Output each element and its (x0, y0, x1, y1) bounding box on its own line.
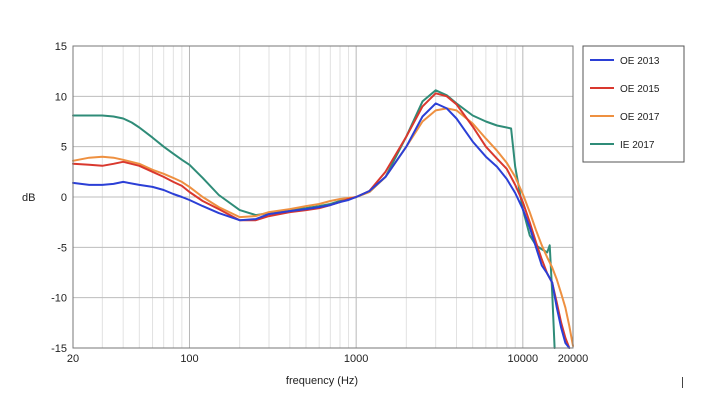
series-lines (72, 89, 574, 349)
x-tick-labels: 20 100 1000 10000 20000 (67, 353, 588, 365)
legend: OE 2013 OE 2015 OE 2017 IE 2017 (582, 45, 685, 163)
legend-box (582, 45, 685, 163)
y-tick-label: -5 (57, 242, 67, 254)
y-tick-label: 10 (55, 91, 67, 103)
y-tick-label: -15 (51, 343, 67, 355)
x-tick-label: 1000 (344, 353, 368, 365)
y-tick-label: 15 (55, 41, 67, 53)
y-tick-label: 0 (61, 192, 67, 204)
legend-label: IE 2017 (620, 140, 655, 151)
legend-label: OE 2013 (620, 56, 660, 67)
legend-label: OE 2017 (620, 112, 660, 123)
legend-label: OE 2015 (620, 84, 660, 95)
y-axis-label: dB (22, 192, 35, 204)
plot-border (72, 45, 574, 349)
x-axis-label: frequency (Hz) (286, 375, 358, 387)
x-tick-label: 100 (180, 353, 198, 365)
x-tick-label: 20 (67, 353, 79, 365)
series-line-oe-2013 (72, 102, 571, 349)
y-tick-label: -10 (51, 293, 67, 305)
x-tick-label: 20000 (558, 353, 589, 365)
x-tick-label: 10000 (508, 353, 539, 365)
y-tick-labels: 15 10 5 0 -5 -10 -15 (51, 41, 67, 355)
y-tick-label: 5 (61, 142, 67, 154)
